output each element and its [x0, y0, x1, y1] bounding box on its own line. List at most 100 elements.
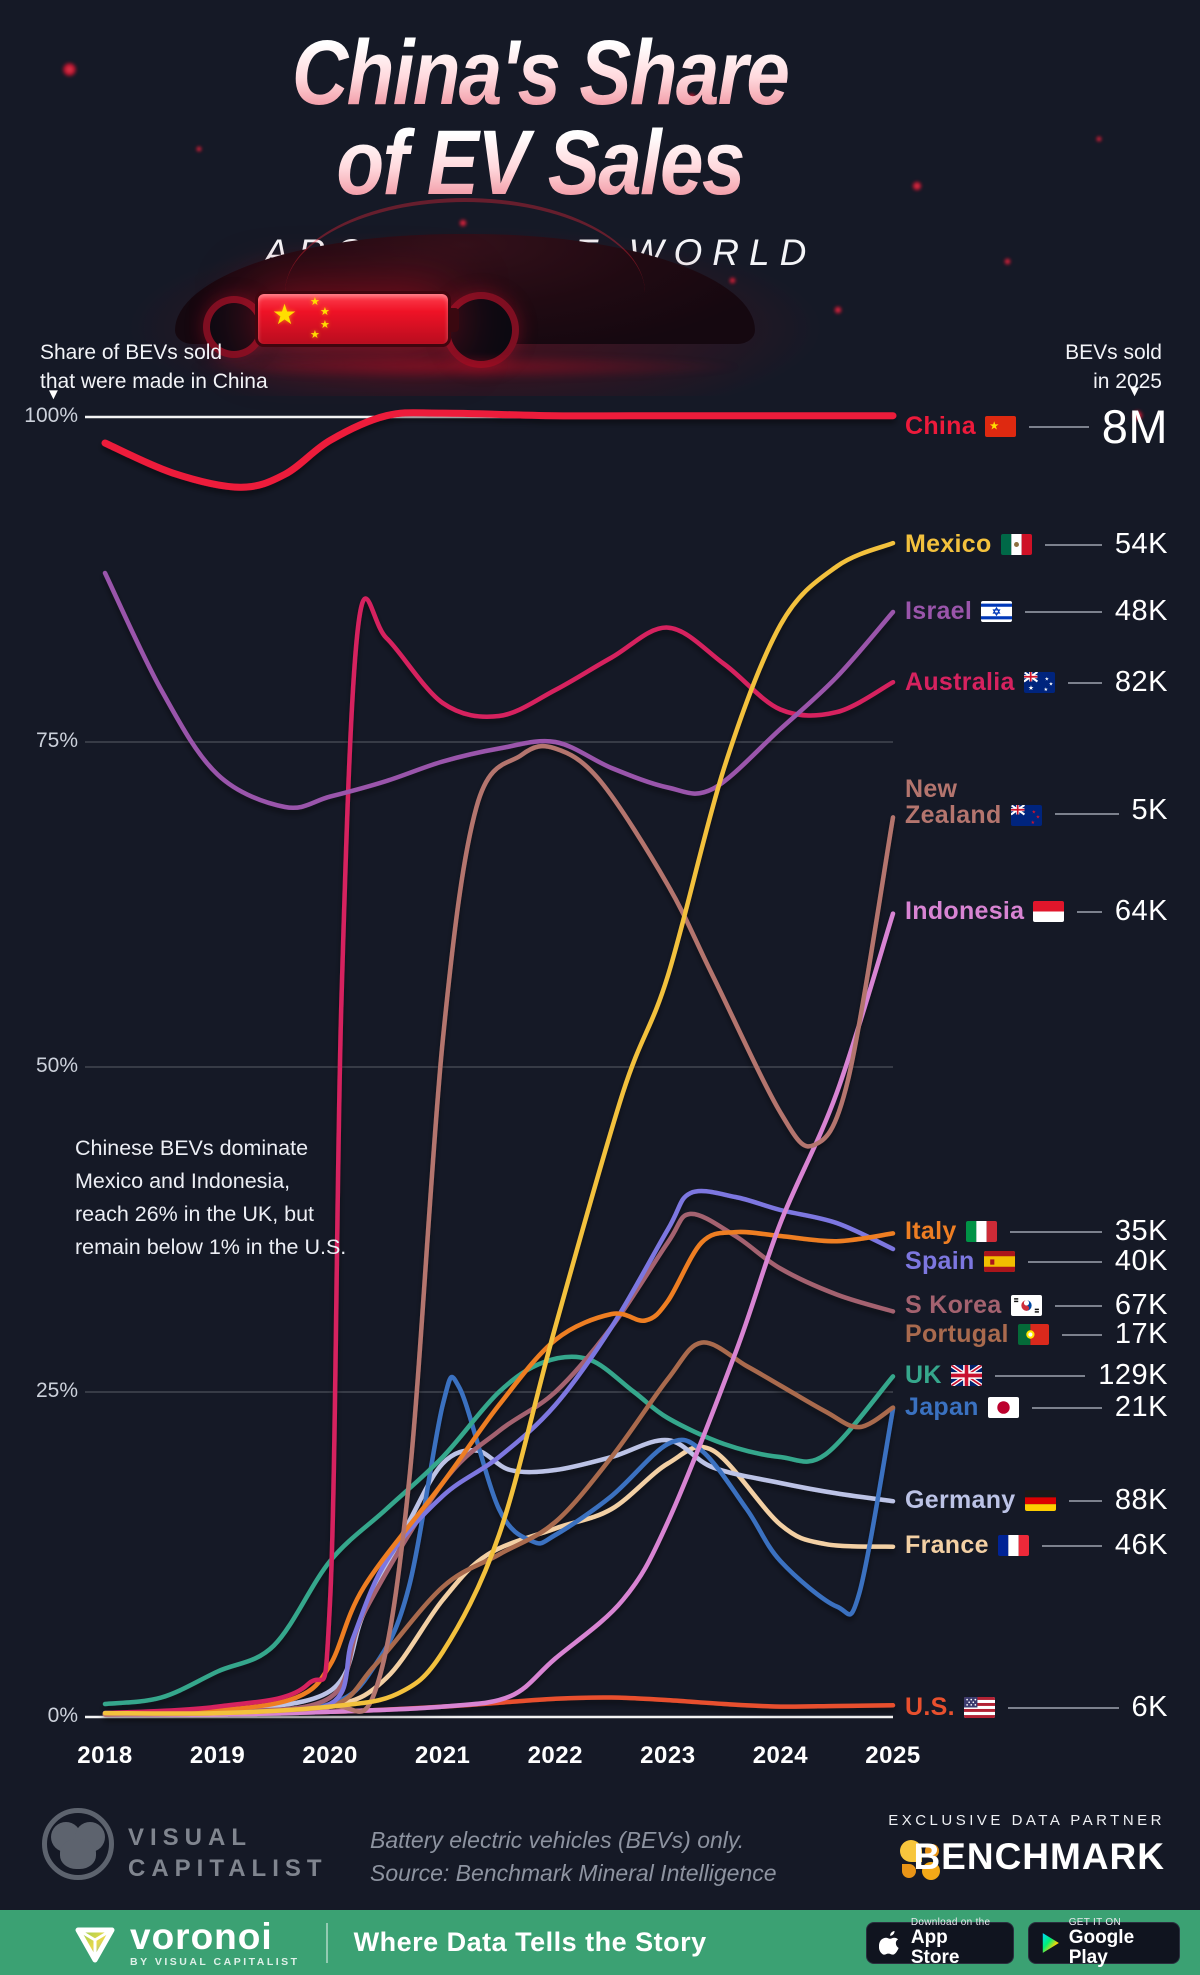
flag-spain-icon — [983, 1251, 1015, 1272]
x-tick-label: 2020 — [302, 1742, 358, 1769]
legend-row-mexico: Mexico 54K — [905, 528, 1168, 561]
flag-star-icon: ★ — [310, 329, 320, 341]
google-play-badge[interactable]: GET IT ON Google Play — [1028, 1917, 1180, 1968]
tagline: Where Data Tells the Story — [353, 1927, 707, 1957]
legend-row-uk: UK 129K — [905, 1359, 1168, 1392]
badge-bottom-text: Google Play — [1068, 1927, 1135, 1969]
series-line-japan — [102, 1374, 896, 1717]
annotation-line: Mexico and Indonesia, — [75, 1168, 291, 1193]
visual-capitalist-wordmark: VISUAL CAPITALIST — [128, 1822, 328, 1884]
flag-star-icon: ★ — [310, 296, 320, 308]
flag-mexico-icon — [1000, 534, 1032, 555]
legend-row-new-zealand: New Zealand ★ ★ ★ 5K — [905, 776, 1168, 829]
legend-row-germany: Germany 88K — [905, 1484, 1168, 1517]
annotation-line: Chinese BEVs dominate — [75, 1136, 309, 1160]
value-2025: 64K — [1114, 895, 1168, 927]
flag-israel-icon — [981, 601, 1013, 622]
legend-row-spain: Spain 40K — [905, 1245, 1168, 1278]
partner-label: EXCLUSIVE DATA PARTNER — [888, 1812, 1165, 1829]
country-name: China — [905, 412, 976, 441]
svg-text:★: ★ — [1030, 819, 1035, 825]
flag-japan-icon — [987, 1397, 1019, 1418]
bokeh-dot — [196, 146, 202, 152]
apple-logo-icon — [879, 1930, 899, 1955]
bokeh-dot — [1132, 410, 1143, 421]
series-line-israel — [102, 570, 896, 811]
value-2025: 67K — [1114, 1289, 1168, 1321]
visual-capitalist-logo — [42, 1808, 114, 1880]
source-note-line1: Battery electric vehicles (BEVs) only. — [370, 1827, 745, 1853]
label-connector-line — [1044, 543, 1102, 546]
bokeh-dot — [1096, 136, 1102, 142]
divider — [325, 1922, 328, 1963]
app-store-badge[interactable]: Download on the App Store — [866, 1917, 1014, 1968]
right-axis-note: BEVs sold in 2025 — [862, 338, 1162, 397]
country-name: Indonesia — [905, 897, 1025, 926]
value-2025: 21K — [1114, 1391, 1168, 1423]
country-name: U.S. — [905, 1693, 955, 1722]
x-tick-label: 2024 — [752, 1742, 809, 1769]
svg-text:★: ★ — [1028, 685, 1034, 692]
y-tick-label: 100% — [24, 404, 78, 427]
country-name: Australia — [905, 668, 1015, 697]
chart-annotation: Chinese BEVs dominate Mexico and Indones… — [75, 1132, 415, 1264]
series-line-spain — [102, 1188, 896, 1717]
value-2025: 8M — [1101, 400, 1168, 453]
bokeh-dot — [686, 93, 697, 104]
label-connector-line — [1054, 1304, 1102, 1307]
right-axis-note-line2: in 2025 — [1093, 370, 1162, 394]
bottom-brand-bar: voronoi BY VISUAL CAPITALIST Where Data … — [0, 1910, 1200, 1975]
value-2025: 40K — [1114, 1245, 1168, 1277]
badge-top-text: Download on the — [910, 1916, 991, 1928]
country-name: S Korea — [905, 1291, 1002, 1320]
title-line-2: of EV Sales — [81, 117, 999, 209]
source-note: Battery electric vehicles (BEVs) only. S… — [370, 1824, 777, 1891]
title-line-1: China's Share — [81, 27, 999, 119]
right-axis-note-line1: BEVs sold — [1065, 341, 1162, 364]
series-lines — [101, 409, 897, 1717]
benchmark-logo-icon — [900, 1838, 952, 1882]
flag-u-s--icon — [963, 1697, 995, 1718]
series-line-indonesia — [102, 911, 896, 1717]
legend-row-china: China ★ 8M — [905, 399, 1168, 454]
legend-row-france: France 46K — [905, 1529, 1168, 1562]
brand-line: VISUAL — [128, 1824, 253, 1851]
label-connector-line — [1041, 1544, 1102, 1547]
value-2025: 54K — [1114, 528, 1168, 560]
x-tick-label: 2018 — [77, 1742, 133, 1769]
flag-uk-icon — [950, 1365, 982, 1386]
series-line-s-korea — [102, 1211, 896, 1717]
page-title: China's Share of EV Sales — [81, 27, 999, 209]
country-name: France — [905, 1531, 989, 1560]
country-name: Japan — [905, 1393, 979, 1422]
value-2025: 82K — [1114, 666, 1168, 698]
label-connector-line — [994, 1374, 1086, 1377]
value-2025: 48K — [1114, 595, 1168, 627]
series-line-china — [101, 409, 897, 491]
flag-germany-icon — [1024, 1490, 1056, 1511]
bokeh-dot — [834, 306, 842, 314]
flag-china-icon: ★ — [984, 416, 1016, 437]
label-connector-line — [1027, 1260, 1102, 1263]
svg-text:★: ★ — [1035, 814, 1040, 820]
annotation-line: reach 26% in the UK, but — [75, 1201, 315, 1226]
legend-row-portugal: Portugal 17K — [905, 1318, 1168, 1351]
source-note-line2: Source: Benchmark Mineral Intelligence — [370, 1860, 777, 1887]
series-line-germany — [102, 1437, 896, 1716]
country-name: Spain — [905, 1247, 975, 1276]
gridlines — [85, 415, 893, 1719]
label-connector-line — [1077, 910, 1102, 913]
svg-text:★: ★ — [1043, 687, 1048, 693]
country-name: New Zealand — [905, 775, 1002, 830]
y-tick-label: 25% — [35, 1379, 78, 1402]
down-arrow-icon: ▼ — [46, 386, 61, 403]
country-name: Israel — [905, 597, 973, 626]
legend-row-indonesia: Indonesia 64K — [905, 895, 1168, 928]
series-line-uk — [102, 1354, 896, 1707]
car-roof-highlight — [285, 198, 645, 293]
y-tick-label: 50% — [35, 1054, 78, 1077]
label-connector-line — [1067, 681, 1102, 684]
label-connector-line — [1007, 1706, 1119, 1709]
x-tick-label: 2022 — [527, 1742, 583, 1769]
label-connector-line — [1009, 1230, 1102, 1233]
